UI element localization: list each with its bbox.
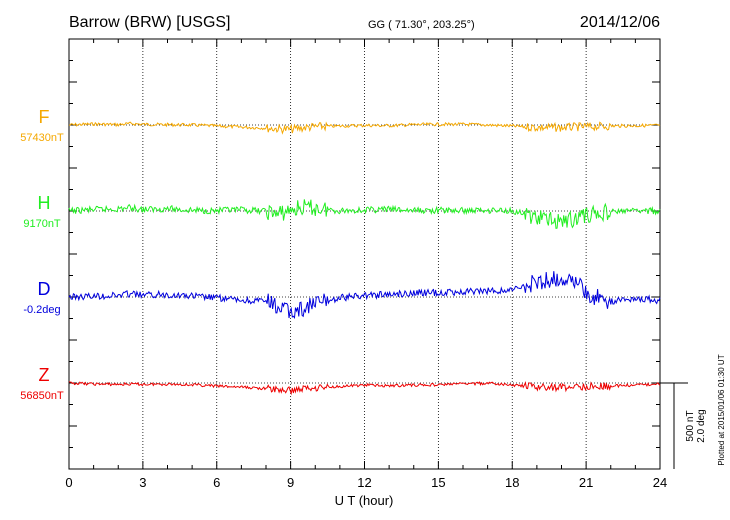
x-tick-labels: 0 3 6 9 12 15 18 21 24 — [65, 475, 667, 490]
trace-D — [68, 271, 661, 319]
x-tick-label: 21 — [579, 475, 593, 490]
x-tick-label: 15 — [431, 475, 445, 490]
plotted-at-label: Plotted at 2015/01/06 01:30 UT — [717, 354, 726, 465]
series-baseline-F: 57430nT — [20, 132, 64, 144]
x-tick-label: 18 — [505, 475, 519, 490]
x-axis-label: U T (hour) — [335, 493, 394, 508]
axis-ticks — [68, 39, 661, 469]
series-name-F: F — [39, 107, 50, 127]
baseline-lines — [69, 124, 660, 384]
traces — [68, 121, 661, 396]
coordinates-label: GG ( 71.30°, 203.25°) — [368, 19, 475, 31]
grid-lines — [142, 39, 587, 469]
date-label: 2014/12/06 — [580, 14, 660, 31]
scale-bar-nT-label: 500 nT — [685, 410, 696, 441]
trace-H — [68, 199, 661, 230]
series-baseline-D: -0.2deg — [23, 304, 60, 316]
x-tick-label: 12 — [357, 475, 371, 490]
trace-Z — [68, 381, 661, 396]
series-baseline-H: 9170nT — [23, 218, 61, 230]
scale-bar-deg-label: 2.0 deg — [696, 409, 707, 442]
x-tick-label: 24 — [653, 475, 667, 490]
x-tick-label: 0 — [65, 475, 72, 490]
x-tick-label: 3 — [139, 475, 146, 490]
x-tick-label: 6 — [213, 475, 220, 490]
station-title: Barrow (BRW) [USGS] — [69, 14, 231, 31]
series-baseline-Z: 56850nT — [20, 390, 64, 402]
plot-frame — [68, 38, 661, 470]
series-labels: F 57430nT H 9170nT D -0.2deg Z 56850nT — [20, 107, 64, 402]
series-name-H: H — [38, 193, 51, 213]
x-tick-label: 9 — [287, 475, 294, 490]
series-name-Z: Z — [39, 365, 50, 385]
scale-bar: 500 nT 2.0 deg — [660, 382, 707, 469]
trace-F — [68, 121, 661, 135]
series-name-D: D — [38, 279, 51, 299]
